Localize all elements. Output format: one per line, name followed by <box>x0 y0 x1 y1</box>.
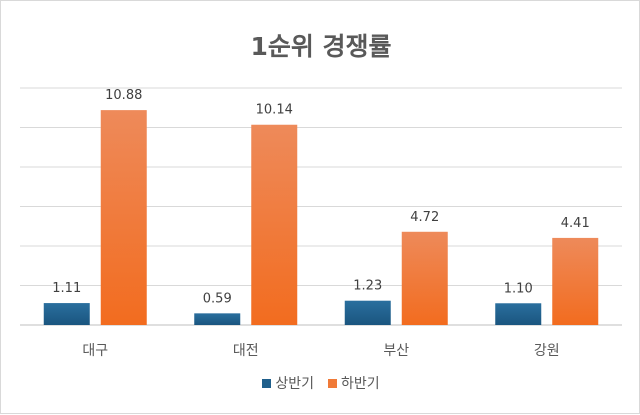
chart-title: 1순위 경쟁률 <box>250 32 392 61</box>
legend-label: 하반기 <box>341 376 380 392</box>
legend: 상반기 하반기 <box>1 373 640 393</box>
bar-first-half-1 <box>194 313 241 325</box>
data-label: 10.14 <box>256 103 293 118</box>
data-label: 4.72 <box>410 210 439 225</box>
legend-label: 상반기 <box>275 376 314 392</box>
bar-second-half-3 <box>552 237 599 325</box>
bar-second-half-1 <box>251 124 298 325</box>
data-label: 10.88 <box>105 88 142 103</box>
data-label: 1.10 <box>504 281 533 296</box>
data-label: 4.41 <box>561 216 590 231</box>
data-label: 1.11 <box>52 281 81 296</box>
data-label: 1.23 <box>353 279 382 294</box>
x-tick-label: 강원 <box>534 343 560 359</box>
bar-first-half-2 <box>344 300 391 325</box>
x-tick-label: 대전 <box>233 343 259 359</box>
data-label: 0.59 <box>203 291 232 306</box>
legend-item: 상반기 <box>262 373 314 393</box>
bar-first-half-3 <box>495 303 542 325</box>
legend-item: 하반기 <box>328 373 380 393</box>
x-tick-label: 부산 <box>383 343 409 359</box>
bar-second-half-0 <box>100 110 147 326</box>
bar-first-half-0 <box>43 303 90 325</box>
bar-second-half-2 <box>401 231 448 325</box>
x-tick-label: 대구 <box>82 343 108 359</box>
legend-swatch <box>262 378 272 388</box>
legend-swatch <box>328 378 337 388</box>
